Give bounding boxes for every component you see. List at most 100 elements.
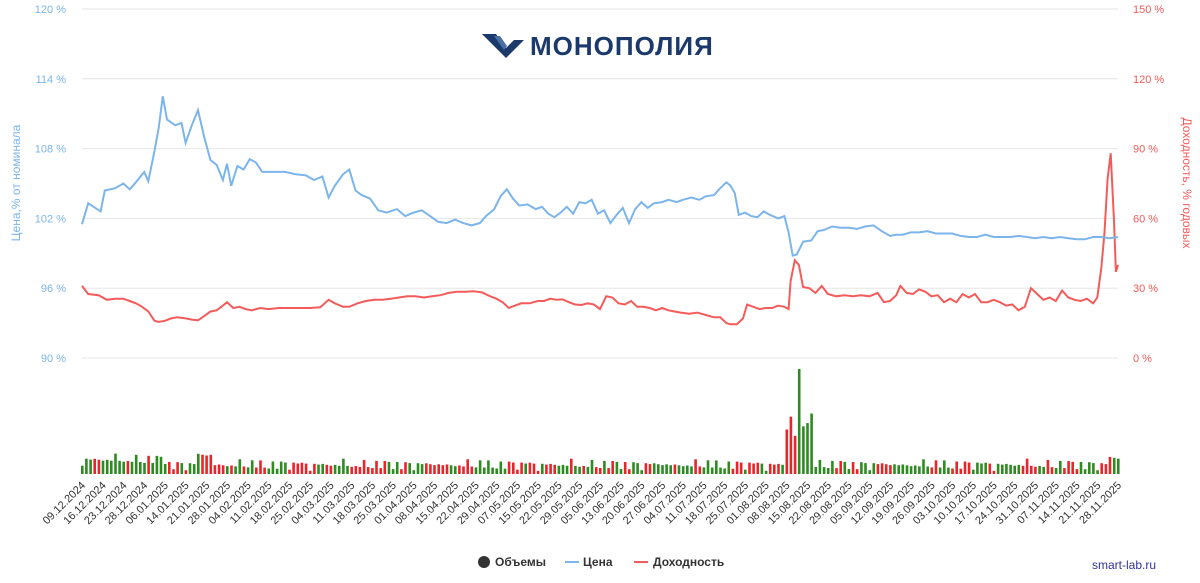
legend-item-price[interactable]: Цена [565, 555, 613, 569]
volume-bar [499, 461, 503, 474]
legend-item-yield[interactable]: Доходность [634, 555, 724, 569]
volume-bar [180, 463, 184, 474]
volume-bar [217, 464, 221, 474]
left-tick-label: 120 % [35, 4, 66, 16]
volume-bar [657, 464, 660, 474]
volume-bar [777, 463, 780, 474]
left-tick-label: 102 % [35, 213, 66, 225]
volume-bar [1083, 469, 1087, 474]
volume-bar [516, 469, 519, 474]
right-axis-title: Доходность, % годовых [1180, 118, 1194, 249]
volume-bar [607, 468, 610, 474]
volume-bar [188, 463, 192, 474]
volume-bar [184, 470, 188, 474]
volume-bar [673, 464, 677, 474]
volume-bar [574, 465, 577, 474]
volume-bar [110, 460, 113, 474]
volume-bar [524, 463, 527, 474]
volume-bar [425, 463, 428, 474]
volume-bar [835, 468, 838, 474]
volume-bar [470, 466, 474, 474]
volume-bar [292, 462, 295, 474]
volume-bar [590, 459, 594, 474]
volume-bar [1096, 470, 1099, 474]
volume-bar [317, 464, 320, 474]
volume-bar [503, 468, 507, 474]
volume-bar [429, 464, 432, 474]
volume-bar [445, 464, 449, 474]
volume-bar [793, 435, 797, 474]
volume-bar [615, 461, 619, 474]
volume-bar [263, 467, 266, 474]
volume-bar [85, 458, 88, 474]
volume-bar [1038, 466, 1041, 474]
volume-bar [586, 466, 590, 474]
volume-bar [690, 466, 693, 474]
volume-bar [603, 460, 606, 474]
volume-bar [404, 462, 407, 474]
legend-item-volumes[interactable]: Объемы [478, 555, 546, 569]
volume-bar [541, 463, 544, 474]
volume-bar [839, 461, 842, 474]
volume-bar [698, 466, 702, 474]
credits-link[interactable]: smart-lab.ru [1092, 558, 1156, 572]
volume-bar [980, 463, 983, 474]
volume-bar [101, 460, 105, 474]
volume-bar [176, 462, 179, 474]
volume-bar [1104, 464, 1108, 474]
volume-bar [532, 463, 536, 474]
volume-bar [930, 467, 934, 474]
left-tick-label: 108 % [35, 144, 66, 156]
volume-bar [702, 467, 706, 474]
volume-bar [1067, 461, 1070, 474]
volume-bar [843, 461, 847, 474]
volume-bar [578, 466, 581, 474]
volume-bar [773, 464, 776, 474]
volume-bar [420, 464, 424, 474]
volume-bar [901, 464, 905, 474]
volume-bar [988, 463, 992, 474]
price-line[interactable] [81, 96, 1119, 257]
right-tick-label: 150 % [1133, 4, 1164, 16]
volume-bar [366, 467, 370, 474]
volume-bar [454, 466, 457, 474]
volume-bar [512, 462, 515, 474]
volume-bar [379, 468, 382, 474]
volume-bar [483, 467, 486, 474]
legend-yield-label: Доходность [653, 555, 724, 569]
volume-bar [802, 426, 805, 474]
volume-bar [789, 416, 793, 474]
volume-bar [284, 462, 287, 474]
volume-bar [665, 464, 668, 474]
volume-bar [1001, 464, 1004, 474]
volume-bar [561, 464, 565, 474]
volume-bar [756, 462, 760, 474]
volume-bar [275, 468, 279, 474]
volume-bar [350, 466, 353, 474]
volume-bar [810, 413, 813, 474]
volume-bar [545, 464, 548, 474]
volume-bar [1034, 466, 1037, 474]
volume-bar [1063, 468, 1066, 474]
volume-bar [1117, 458, 1120, 474]
volume-bar [172, 469, 175, 474]
volume-bar [205, 455, 208, 474]
volume-bar [599, 468, 602, 474]
volume-bar [279, 461, 283, 474]
volume-bar [242, 466, 246, 474]
volume-bar [681, 466, 685, 474]
volume-bar [296, 463, 300, 474]
volume-bar [246, 467, 250, 474]
volume-bar [333, 464, 337, 474]
volume-bar [943, 460, 946, 474]
volume-bar [130, 461, 134, 474]
volume-bar [1009, 464, 1012, 474]
volume-bar [221, 465, 225, 474]
volume-bar [267, 468, 271, 474]
volume-bar [1013, 465, 1016, 474]
volume-bar [992, 470, 996, 474]
legend-price-label: Цена [583, 555, 613, 569]
yield-line[interactable] [81, 153, 1119, 326]
volume-bar [893, 464, 896, 474]
right-tick-label: 90 % [1133, 144, 1158, 156]
